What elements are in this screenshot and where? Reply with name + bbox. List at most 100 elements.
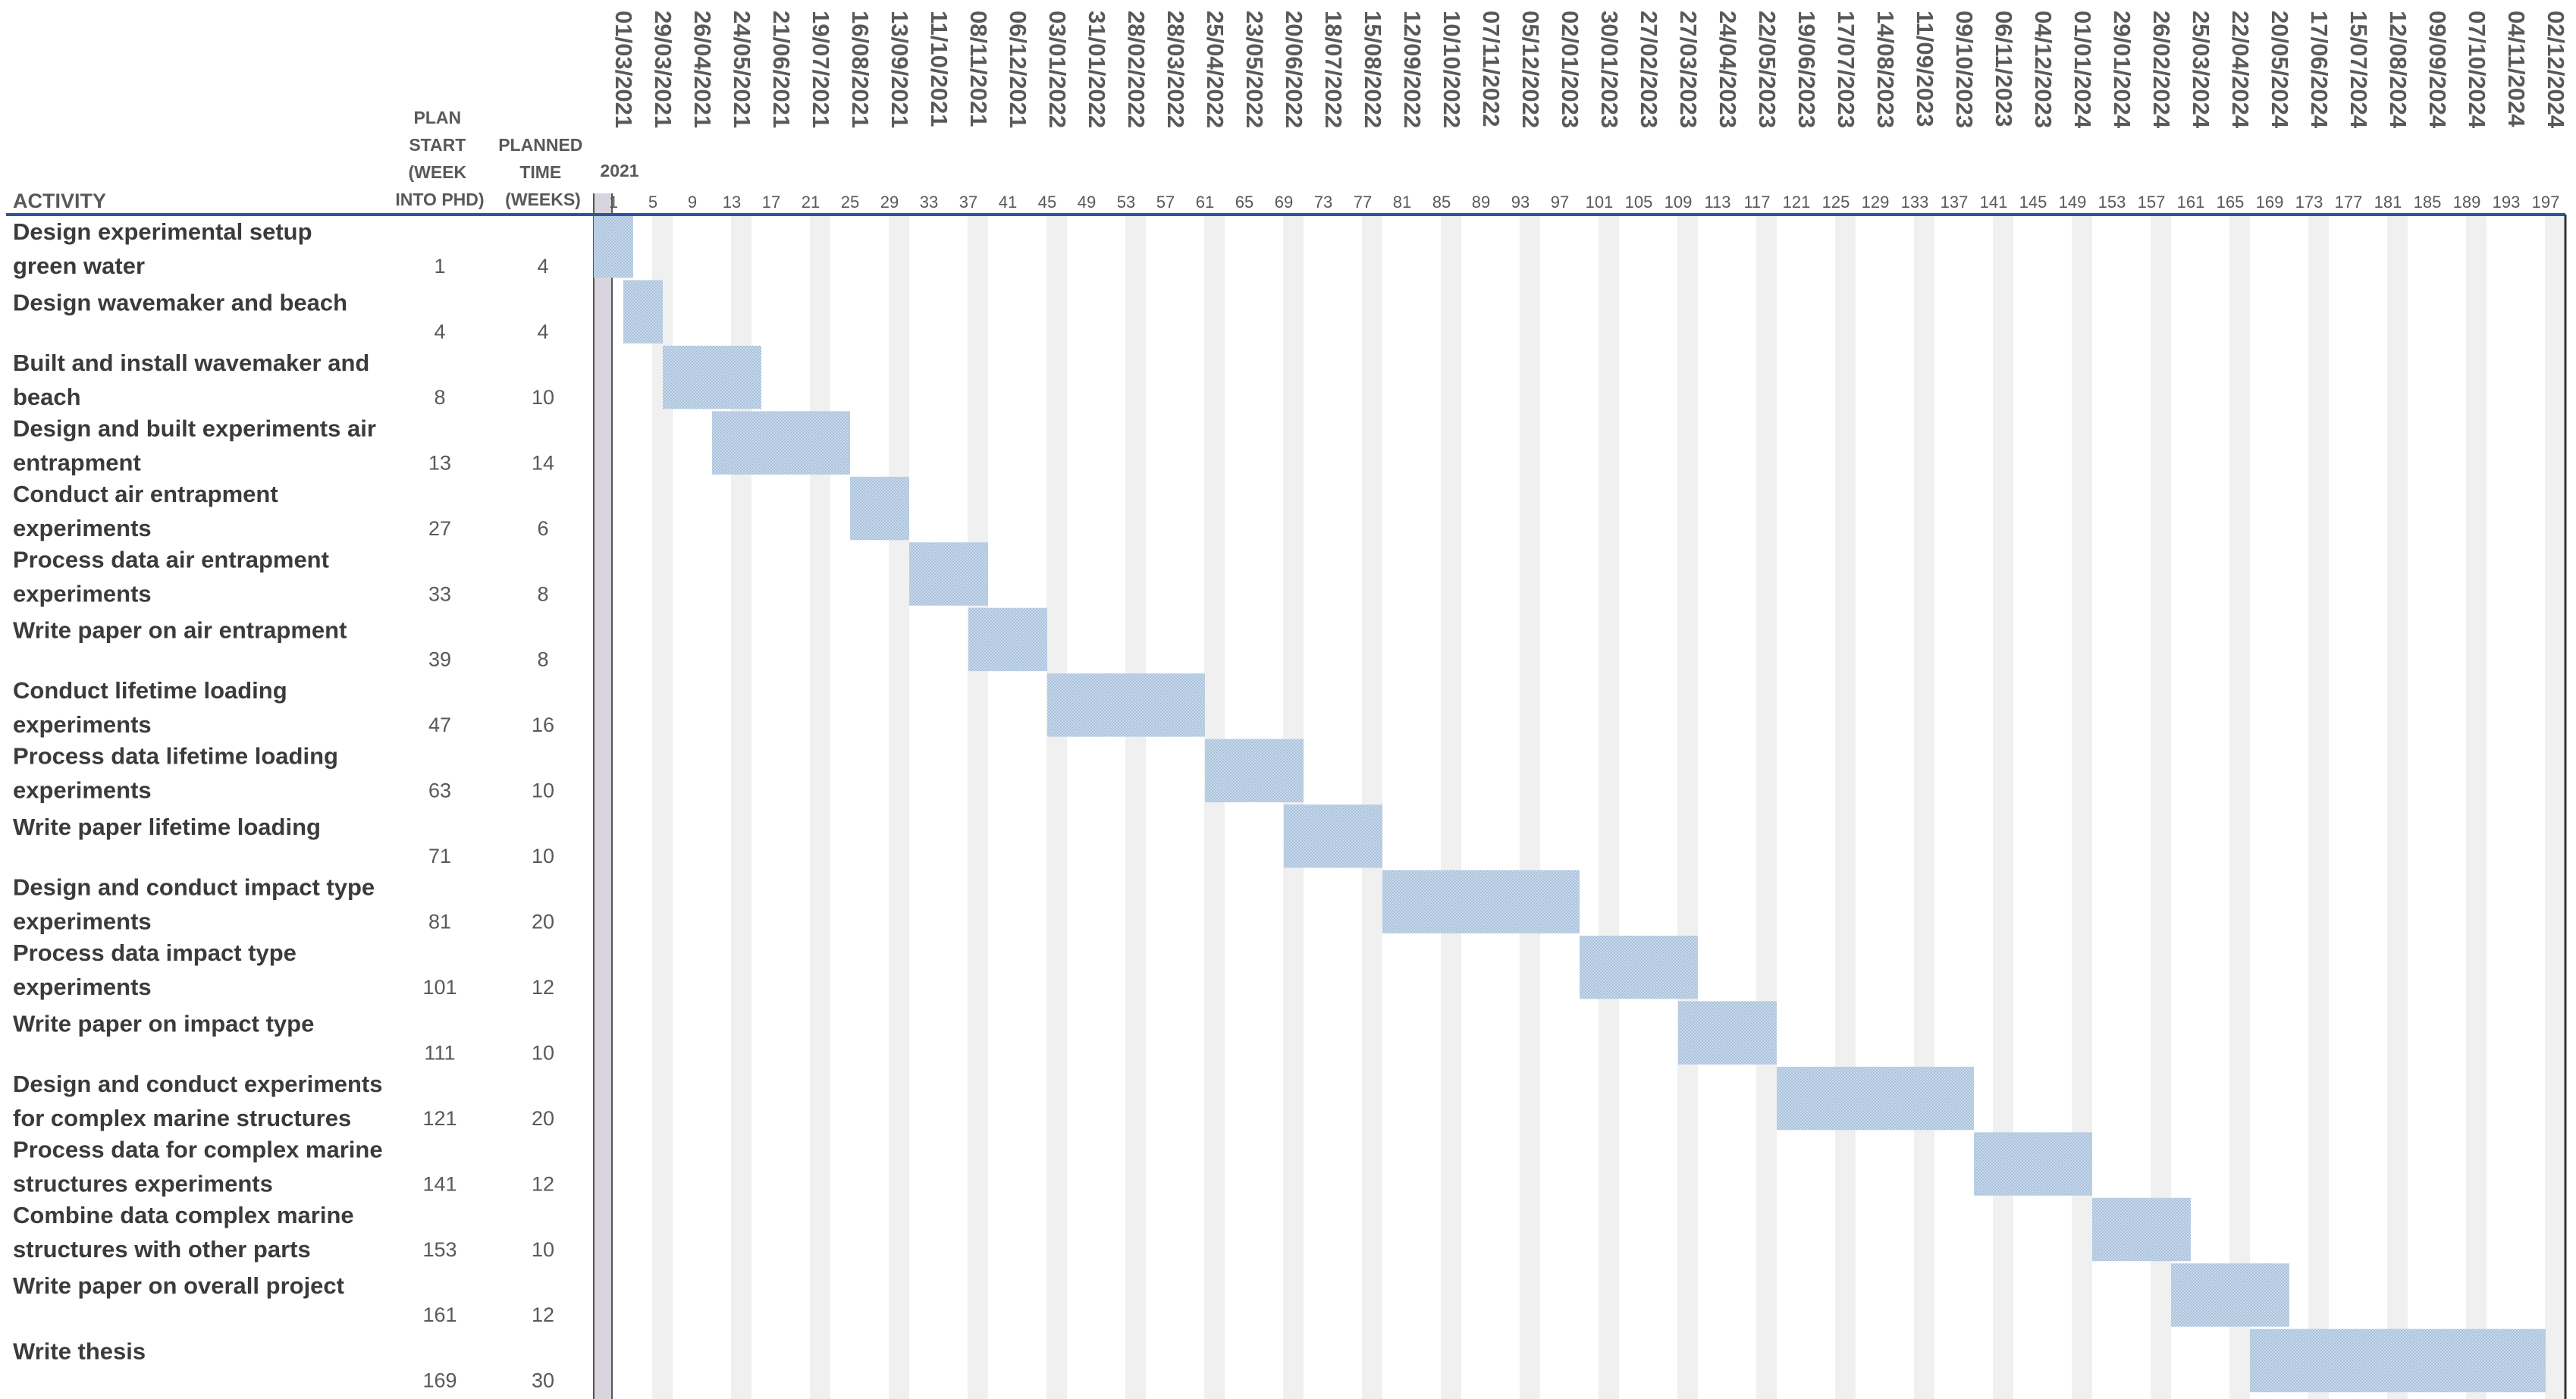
plan-start-value: 8 [434, 386, 445, 409]
date-label: 29/01/2024 [2109, 11, 2135, 129]
week-number: 53 [1117, 193, 1135, 212]
activity-row: Built and install wavemaker and beach 8 10 [13, 350, 554, 410]
date-label: 24/04/2023 [1715, 11, 1741, 128]
date-label: 18/07/2022 [1320, 11, 1347, 128]
activity-header: ACTIVITY [13, 190, 106, 212]
activity-name: Process data lifetime loading experiments [13, 743, 338, 804]
date-label: 13/09/2021 [886, 11, 913, 128]
activity-row: Combine data complex marine structures wi… [13, 1202, 554, 1263]
week-number: 133 [1901, 193, 1929, 212]
activity-name-line: Write paper on air entrapment [13, 617, 347, 644]
date-label: 05/12/2022 [1517, 11, 1544, 128]
week-number-labels: 1 5 9 13 17 21 25 29 33 37 41 45 49 53 57 61 65 69 73 77 81 8… [609, 193, 2559, 212]
week-number: 9 [688, 193, 697, 212]
date-label: 19/06/2023 [1793, 11, 1820, 128]
week-number: 29 [880, 193, 899, 212]
highlight-column [594, 193, 612, 1399]
planned-time-value: 12 [532, 1303, 554, 1326]
activity-name-line: Process data lifetime loading [13, 743, 338, 770]
week-number: 1 [609, 193, 618, 212]
date-label: 06/12/2021 [1005, 11, 1031, 128]
week-number: 17 [762, 193, 780, 212]
week-number: 45 [1038, 193, 1056, 212]
date-label: 23/05/2022 [1241, 11, 1268, 128]
date-label: 25/04/2022 [1202, 11, 1228, 128]
week-number: 57 [1156, 193, 1175, 212]
activity-rows: Design experimental setup green water 1 4De… [13, 218, 554, 1392]
week-number: 25 [841, 193, 859, 212]
date-label: 24/05/2021 [729, 11, 755, 128]
week-number: 145 [2019, 193, 2047, 212]
activity-name: Design wavemaker and beach [13, 289, 347, 315]
activity-name-line: experiments [13, 711, 152, 738]
planned-time-value: 10 [532, 845, 554, 867]
week-number: 37 [959, 193, 977, 212]
planned-time-value: 20 [532, 911, 554, 933]
date-label: 28/02/2022 [1123, 11, 1150, 128]
date-label: 30/01/2023 [1596, 11, 1623, 128]
planned-time-value: 6 [537, 517, 548, 540]
planned-time-value: 12 [532, 1172, 554, 1195]
column-stripe [1677, 215, 1698, 1399]
date-label: 22/04/2024 [2227, 11, 2254, 129]
task-bar [1974, 1132, 2092, 1196]
activity-name-line: Design and built experiments air [13, 415, 376, 441]
column-stripes [652, 215, 2565, 1399]
activity-name-line: Design wavemaker and beach [13, 289, 347, 315]
week-number: 89 [1472, 193, 1490, 212]
activity-row: Process data lifetime loading experiments… [13, 743, 554, 804]
week-number: 85 [1432, 193, 1451, 212]
week-number: 141 [1980, 193, 2008, 212]
activity-name-line: Write thesis [13, 1338, 146, 1365]
date-label: 03/01/2022 [1044, 11, 1071, 128]
activity-name: Write paper on impact type [13, 1010, 314, 1037]
date-label: 11/09/2023 [1912, 11, 1938, 127]
column-stripe [1914, 215, 1934, 1399]
activity-name-line: green water [13, 253, 145, 279]
column-stripe [889, 215, 909, 1399]
task-bar [623, 280, 663, 343]
date-label: 04/12/2023 [2030, 11, 2057, 128]
planned-time-value: 10 [532, 1041, 554, 1064]
activity-name-line: structures with other parts [13, 1236, 311, 1263]
plan-start-value: 111 [424, 1041, 455, 1064]
week-number: 197 [2532, 193, 2560, 212]
week-number: 129 [1862, 193, 1890, 212]
column-stripe [2545, 215, 2565, 1399]
activity-name: Design experimental setup green water [13, 218, 312, 279]
activity-row: Design wavemaker and beach 4 4 [13, 289, 549, 343]
planned-time-value: 4 [537, 320, 548, 343]
plan-start-value: 63 [428, 779, 451, 802]
chart-border [6, 213, 2567, 1399]
week-number: 177 [2335, 193, 2363, 212]
activity-name-line: experiments [13, 908, 152, 935]
task-bars [594, 215, 2546, 1393]
plan-start-value: 39 [428, 648, 451, 671]
column-stripe [1993, 215, 2013, 1399]
planned-time-value: 14 [532, 451, 554, 474]
plan-start-value: 1 [434, 255, 445, 278]
week-number: 21 [802, 193, 820, 212]
date-label: 12/09/2022 [1399, 11, 1426, 128]
task-bar [850, 476, 909, 541]
date-label: 26/04/2021 [689, 11, 716, 128]
week-number: 125 [1822, 193, 1850, 212]
activity-row: Write paper on impact type 111 10 [13, 1010, 554, 1064]
task-bar [968, 607, 1047, 672]
column-stripe [2308, 215, 2329, 1399]
week-number: 81 [1393, 193, 1411, 212]
activity-name-line: Design experimental setup [13, 218, 312, 245]
activity-name: Process data impact type experiments [13, 939, 297, 1000]
activity-row: Process data for complex marine structure… [13, 1136, 554, 1197]
task-bar [2092, 1197, 2191, 1262]
activity-name: Design and built experiments air entrapme… [13, 415, 376, 475]
activity-name-line: experiments [13, 515, 152, 541]
date-label: 20/06/2022 [1281, 11, 1307, 128]
date-label: 12/08/2024 [2385, 11, 2411, 129]
activity-name: Write paper on overall project [13, 1272, 344, 1299]
date-label: 17/06/2024 [2306, 11, 2333, 129]
plan-start-value: 141 [422, 1172, 457, 1195]
task-bar [1382, 870, 1580, 933]
task-bar [2171, 1263, 2289, 1327]
column-stripe [2387, 215, 2408, 1399]
